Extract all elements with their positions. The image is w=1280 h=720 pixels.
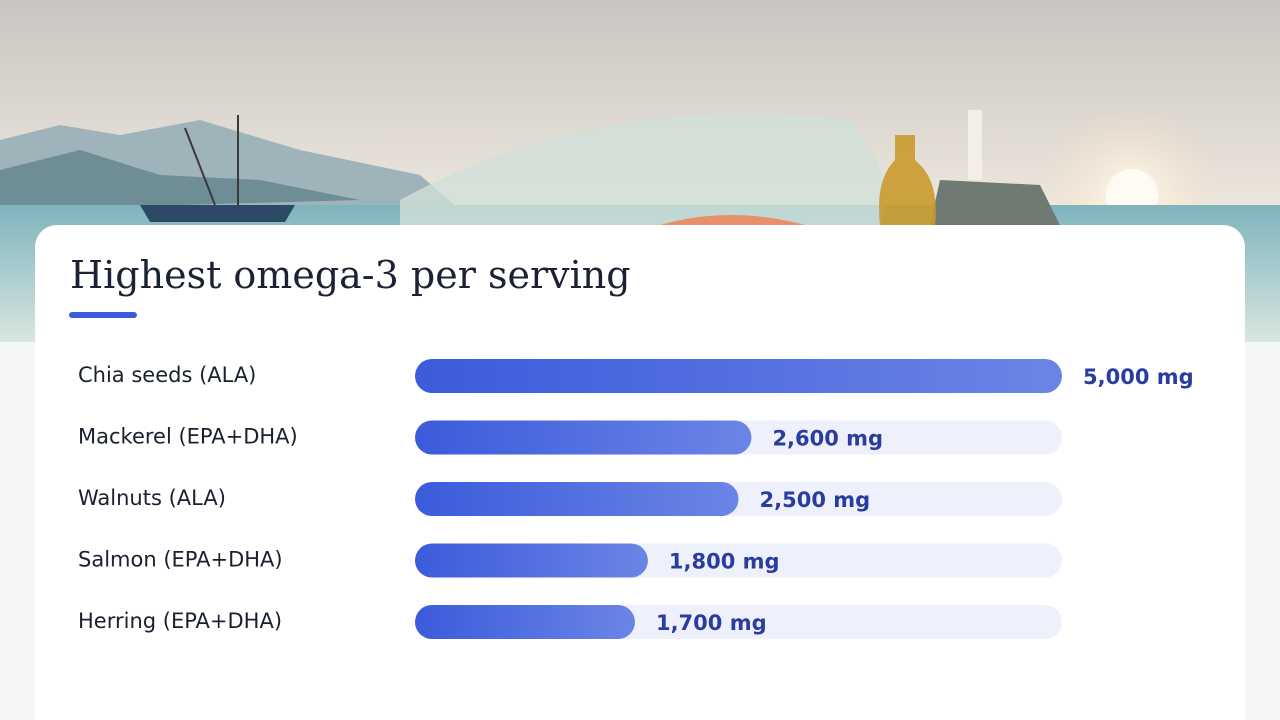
category-label: Walnuts (ALA) [78,486,226,510]
value-label: 2,500 mg [760,488,871,512]
value-label: 2,600 mg [772,427,883,451]
bar [415,605,635,639]
category-label: Chia seeds (ALA) [78,363,256,387]
title-underline [69,312,137,318]
bar [415,543,648,578]
chart-title: Highest omega-3 per serving [70,253,631,297]
value-label: 1,800 mg [669,550,780,574]
value-label: 1,700 mg [656,611,767,635]
bar [415,359,1062,393]
bar [415,482,739,516]
bar [415,420,752,455]
card [35,225,1245,720]
value-label: 5,000 mg [1083,365,1194,389]
category-label: Salmon (EPA+DHA) [78,548,283,572]
category-label: Herring (EPA+DHA) [78,609,282,633]
category-label: Mackerel (EPA+DHA) [78,425,298,449]
